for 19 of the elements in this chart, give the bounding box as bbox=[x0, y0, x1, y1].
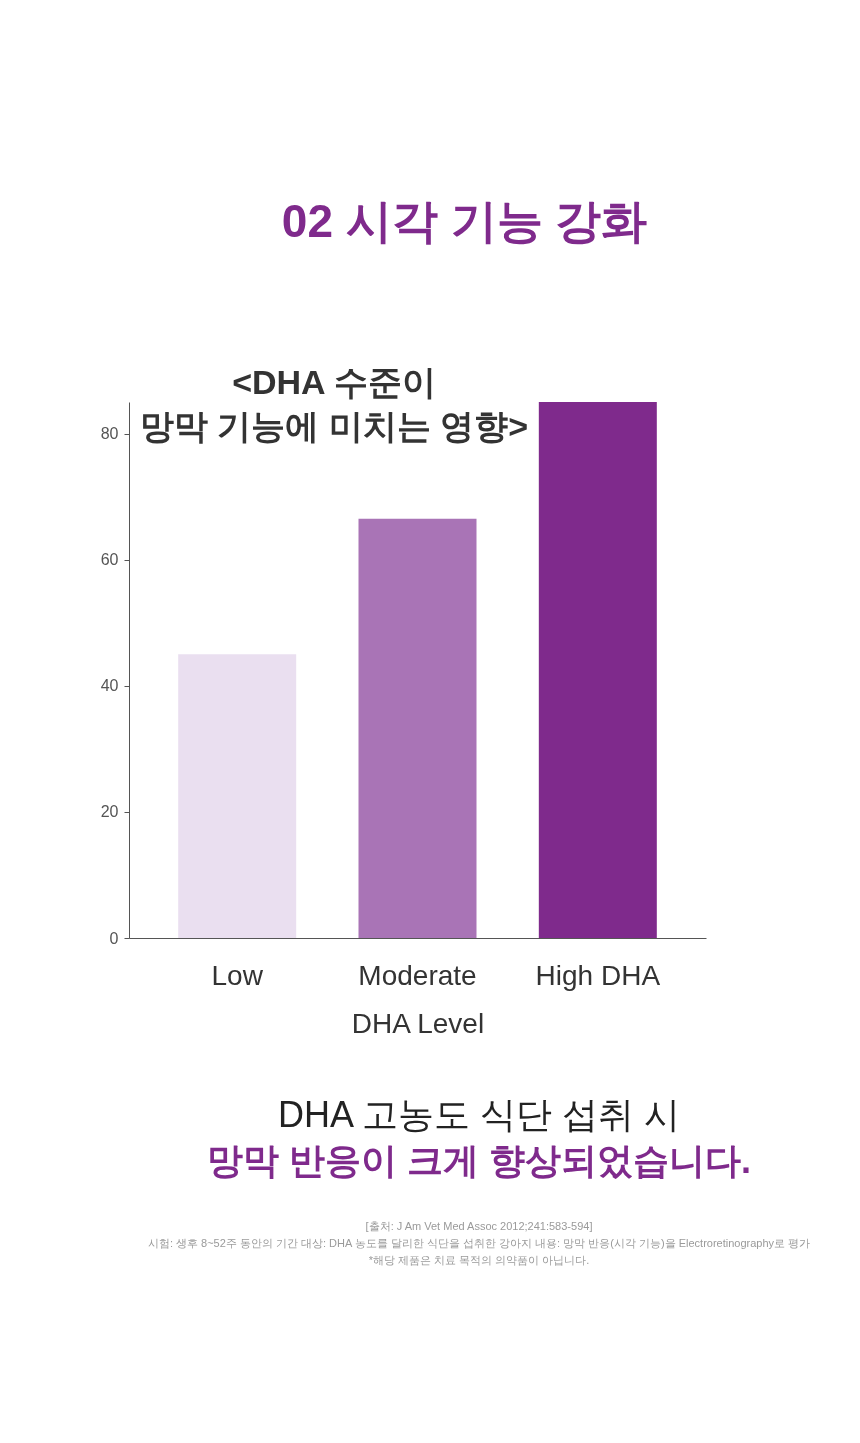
y-tick-label: 60 bbox=[100, 551, 119, 569]
x-axis-title: DHA Level bbox=[351, 1007, 485, 1039]
bar bbox=[358, 518, 477, 938]
bar bbox=[538, 402, 657, 938]
bar bbox=[178, 654, 297, 938]
y-tick-label: 20 bbox=[100, 803, 119, 821]
chart-subtitle: <DHA 수준이 망막 기능에 미치는 영향> bbox=[139, 363, 529, 445]
x-tick-label: Low bbox=[211, 959, 264, 991]
y-tick-label: 0 bbox=[109, 929, 119, 947]
text: 시험: 생후 8~52주 동안의 기간 대상: DHA 농도를 달리한 식단을 섭취한 강아지 내용: 망막 반응(시각 기능)을 Electroretinography로 평가 bbox=[147, 1237, 811, 1249]
text: DHA 고농도 식단 섭취 시 bbox=[277, 1094, 681, 1135]
y-tick-label: 80 bbox=[100, 425, 119, 443]
text: 망막 반응이 크게 향상되었습니다. bbox=[206, 1140, 752, 1181]
text: *해당 제품은 치료 목적의 의약품이 아닙니다. bbox=[368, 1254, 590, 1266]
x-tick-label: Moderate bbox=[358, 959, 477, 991]
y-tick-label: 40 bbox=[100, 677, 119, 695]
text: [출처: J Am Vet Med Assoc 2012;241:583-594] bbox=[365, 1220, 593, 1232]
chart-title: 02 시각 기능 강화 bbox=[281, 195, 648, 247]
x-tick-label: High DHA bbox=[535, 959, 661, 991]
